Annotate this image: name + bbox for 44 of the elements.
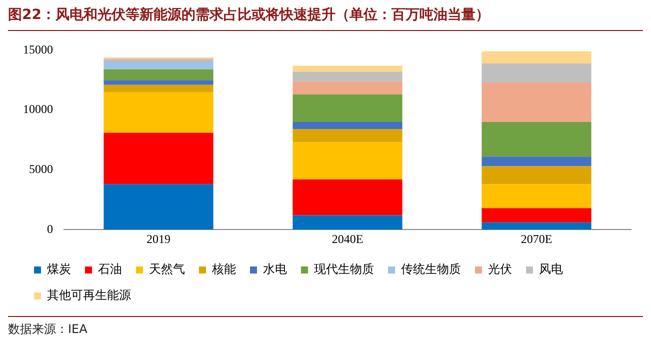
bar: [104, 84, 214, 92]
bar: [482, 122, 592, 157]
bar: [482, 222, 592, 230]
bar: [482, 51, 592, 64]
x-tick-label: 2040E: [332, 232, 364, 246]
bar: [292, 94, 402, 122]
legend-label: 水电: [263, 262, 287, 276]
bar: [482, 82, 592, 122]
y-tick-label: 0: [47, 222, 53, 236]
bar: [482, 156, 592, 166]
legend-label: 现代生物质: [314, 262, 374, 276]
source-note: 数据来源：IEA: [8, 316, 643, 338]
bar: [292, 81, 402, 94]
bar: [482, 166, 592, 184]
y-tick-label: 15000: [23, 42, 53, 56]
bar: [292, 122, 402, 130]
legend-label: 光伏: [488, 262, 512, 276]
bar: [482, 208, 592, 222]
y-tick-label: 5000: [29, 162, 53, 176]
bar: [104, 132, 214, 184]
bar: [292, 215, 402, 230]
legend-label: 核能: [211, 262, 236, 276]
legend-label: 风电: [539, 262, 563, 276]
bar: [104, 69, 214, 80]
legend-label: 其他可再生能源: [47, 288, 131, 302]
legend-label: 石油: [98, 262, 122, 276]
bar: [104, 92, 214, 133]
bar: [482, 63, 592, 82]
legend-label: 煤炭: [47, 262, 71, 276]
bar: [292, 129, 402, 142]
x-tick-label: 2070E: [520, 232, 552, 246]
bar: [292, 142, 402, 180]
x-tick-label: 2019: [146, 232, 170, 246]
bar: [292, 66, 402, 72]
legend-label: 天然气: [149, 262, 185, 276]
bar: [104, 184, 214, 230]
chart-title: 图22：风电和光伏等新能源的需求占比或将快速提升（单位：百万吨油当量）: [8, 6, 490, 24]
bar: [482, 184, 592, 208]
bar: [292, 179, 402, 216]
bar: [104, 80, 214, 85]
bar: [104, 60, 214, 70]
bar: [292, 72, 402, 82]
legend-label: 传统生物质: [401, 262, 461, 276]
y-tick-label: 10000: [23, 102, 53, 116]
